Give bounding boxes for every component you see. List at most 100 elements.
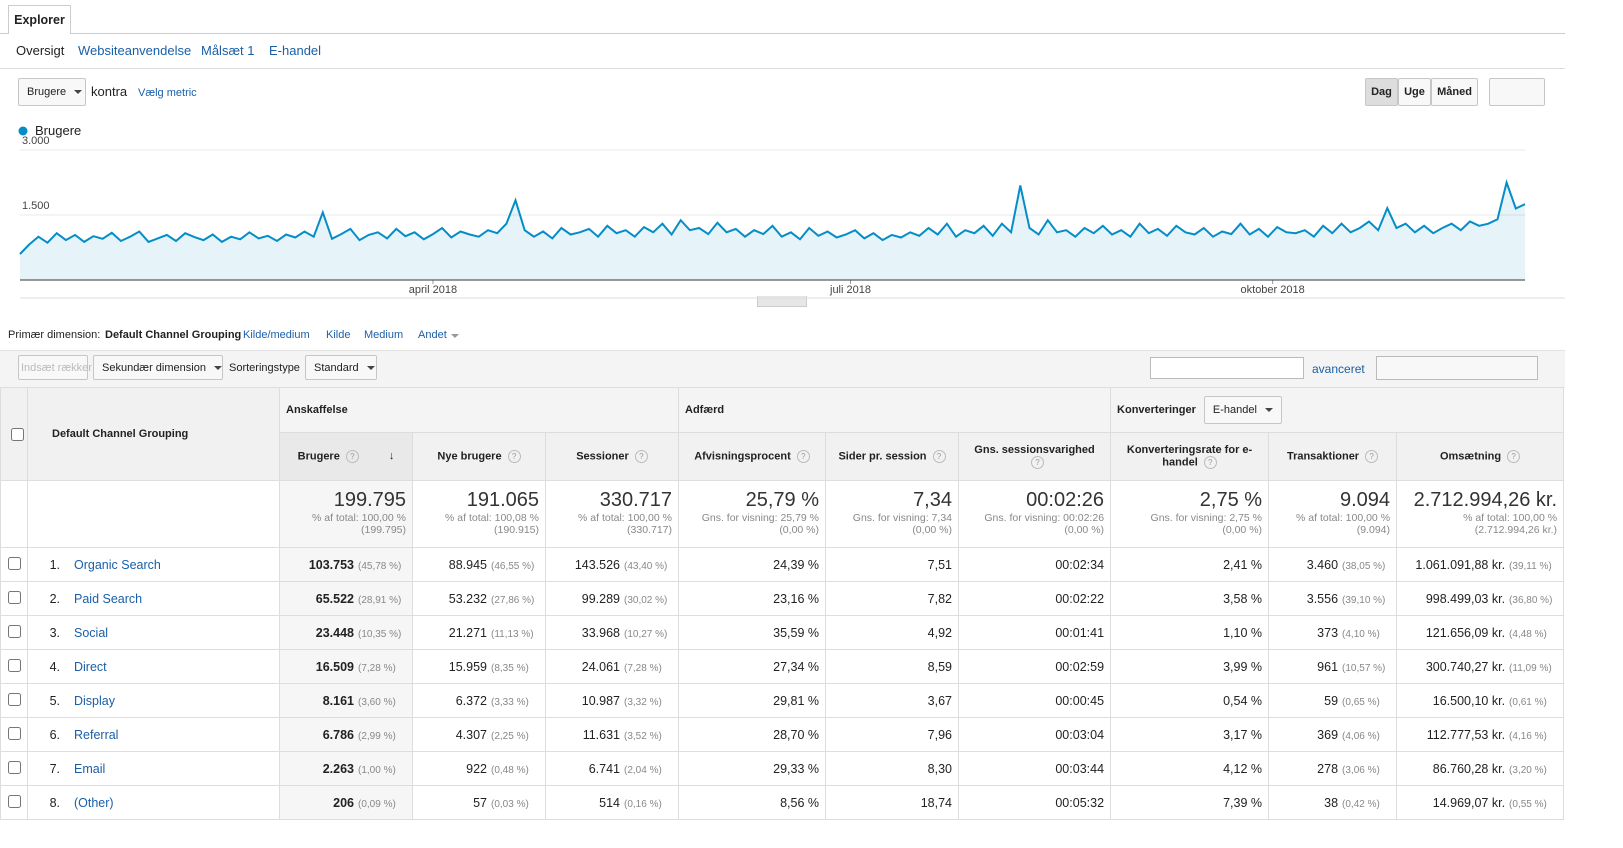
total-value: 191.065: [466, 489, 539, 511]
metric-select[interactable]: Brugere: [18, 78, 86, 106]
metric-value: 65.522: [315, 591, 354, 606]
row-name[interactable]: Display: [74, 693, 115, 708]
row-checkbox[interactable]: [7, 556, 21, 570]
column-header[interactable]: Transaktioner?: [1268, 432, 1398, 481]
metric-cell: 53.232 (27,86 %): [412, 581, 546, 616]
metric-value: 3,17 %: [1223, 727, 1263, 742]
column-label: Afvisningsprocent: [694, 450, 791, 463]
x-tick-label: april 2018: [409, 284, 457, 296]
insert-rows-label: Indsæt rækker: [21, 361, 92, 374]
column-header[interactable]: Nye brugere?: [412, 432, 546, 481]
row-rank: 8.: [49, 795, 60, 810]
metric-percent: (10,57 %): [1342, 662, 1386, 674]
metric-cell: 8,30: [825, 751, 959, 786]
period-button[interactable]: Måned: [1431, 78, 1478, 106]
row-rank: 7.: [49, 761, 60, 776]
search-box[interactable]: [1150, 357, 1304, 379]
column-header[interactable]: Omsætning?: [1396, 432, 1565, 481]
column-header[interactable]: Sessioner?: [545, 432, 679, 481]
period-button[interactable]: Dag: [1365, 78, 1398, 106]
totals-row: 199.795% af total: 100,00 % (199.795) 191.…: [0, 480, 1565, 548]
metric-cell: 961 (10,57 %): [1268, 649, 1398, 684]
secondary-dimension[interactable]: Sekundær dimension: [93, 355, 223, 380]
column-header[interactable]: Brugere? ↓: [279, 432, 413, 481]
chart-handle[interactable]: [757, 296, 807, 307]
row-name[interactable]: Social: [74, 625, 109, 640]
metric-value: 28,70 %: [773, 727, 819, 742]
data-row: 5. Display 8.161 (3,60 %) 6.372 (3,33 %) 10.98…: [0, 683, 1565, 718]
row-checkbox[interactable]: [7, 760, 21, 774]
metric-value: 24,39 %: [773, 557, 819, 572]
row-checkbox[interactable]: [7, 692, 21, 706]
column-header[interactable]: Afvisningsprocent?: [678, 432, 826, 481]
row-checkbox[interactable]: [7, 590, 21, 604]
row-name[interactable]: (Other): [74, 795, 114, 810]
choose-metric[interactable]: Vælg metric: [138, 87, 197, 99]
metric-cell: 00:03:04: [957, 717, 1112, 752]
row-select-cell: [0, 649, 28, 684]
period-button[interactable]: Uge: [1398, 78, 1431, 106]
row-checkbox[interactable]: [7, 726, 21, 740]
subnav-link[interactable]: E-handel: [269, 43, 322, 58]
metric-value: 88.945: [448, 557, 487, 572]
row-name[interactable]: Direct: [74, 659, 107, 674]
metric-percent: (10,27 %): [624, 628, 668, 640]
total-cell: 2.712.994,26 kr.% af total: 100,00 % (2.7…: [1396, 480, 1565, 548]
period-label: Uge: [1404, 86, 1425, 98]
total-value: 9.094: [1339, 489, 1391, 511]
metric-value: 3.460: [1306, 557, 1339, 572]
row-select-cell: [0, 547, 28, 582]
dimension-cell: 7. Email: [27, 751, 280, 786]
row-name[interactable]: Paid Search: [74, 591, 143, 606]
metric-value: 3,67: [927, 693, 952, 708]
metric-cell: 0,54 %: [1110, 683, 1270, 718]
row-name[interactable]: Organic Search: [74, 557, 161, 572]
metric-cell: 1,10 %: [1110, 615, 1270, 650]
row-name[interactable]: Email: [74, 761, 106, 776]
metric-cell: 4,92: [825, 615, 959, 650]
metric-cell: 23.448 (10,35 %): [279, 615, 413, 650]
total-cell: 330.717% af total: 100,00 % (330.717): [545, 480, 679, 548]
subnav-link[interactable]: Oversigt: [16, 43, 65, 58]
row-checkbox[interactable]: [7, 624, 21, 638]
dimension-option[interactable]: Kilde/medium: [243, 329, 310, 341]
metric-cell: 3,17 %: [1110, 717, 1270, 752]
dimension-option[interactable]: Andet: [418, 329, 459, 341]
metric-cell: 35,59 %: [678, 615, 826, 650]
column-label: Sider pr. session: [838, 450, 927, 463]
sort-select[interactable]: Standard: [305, 355, 377, 380]
column-header[interactable]: Konverteringsrate for e-handel?: [1110, 432, 1270, 481]
dimension-option[interactable]: Medium: [364, 329, 404, 341]
total-base: (330.717): [627, 524, 672, 536]
metric-cell: 00:02:22: [957, 581, 1112, 616]
subnav-link[interactable]: Websiteanvendelse: [78, 43, 192, 58]
column-header[interactable]: Sider pr. session?: [825, 432, 959, 481]
dimension-option[interactable]: Kilde: [326, 329, 351, 341]
advanced-link[interactable]: avanceret: [1312, 362, 1365, 376]
group-select[interactable]: E-handel: [1203, 396, 1282, 424]
view-toggle[interactable]: [1376, 356, 1538, 380]
metric-value: 8,30: [927, 761, 952, 776]
group-header-row: Default Channel Grouping Anskaffelse Adfær…: [0, 387, 1565, 481]
metric-cell: 00:01:41: [957, 615, 1112, 650]
tab[interactable]: Explorer: [8, 5, 71, 34]
dimension-cell: 2. Paid Search: [27, 581, 280, 616]
period-label: Dag: [1371, 86, 1392, 98]
row-select-cell: [0, 581, 28, 616]
column-header[interactable]: Gns. sessionsvarighed?: [957, 432, 1112, 481]
row-name[interactable]: Referral: [74, 727, 119, 742]
row-checkbox[interactable]: [7, 794, 21, 808]
total-note: Gns. for visning: 2,75 %: [1150, 512, 1263, 524]
chart-type-toggle[interactable]: [1489, 78, 1545, 106]
legend-label: Brugere: [35, 123, 81, 138]
metric-percent: (3,60 %): [358, 696, 396, 708]
total-value: 2.712.994,26 kr.: [1413, 489, 1558, 511]
row-rank: 1.: [49, 557, 60, 572]
row-select-cell: [0, 717, 28, 752]
metric-cell: 3,99 %: [1110, 649, 1270, 684]
row-checkbox[interactable]: [7, 658, 21, 672]
subnav-link[interactable]: Målsæt 1: [201, 43, 255, 58]
select-all[interactable]: [11, 427, 24, 441]
metric-percent: (3,06 %): [1342, 764, 1380, 776]
total-value: 330.717: [599, 489, 672, 511]
